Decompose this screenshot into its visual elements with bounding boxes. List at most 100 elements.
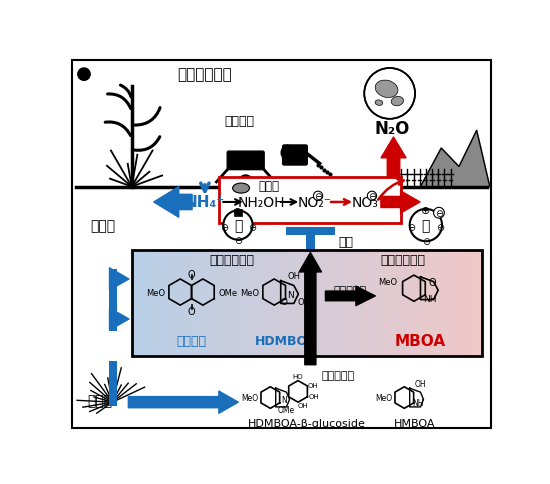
Bar — [254, 250, 256, 356]
Text: OMe: OMe — [218, 288, 238, 297]
Bar — [460, 250, 462, 356]
Bar — [174, 250, 175, 356]
Bar — [251, 250, 253, 356]
Bar — [213, 250, 216, 356]
Bar — [449, 250, 452, 356]
Bar — [458, 250, 459, 356]
Circle shape — [223, 211, 252, 240]
Bar — [262, 250, 265, 356]
Bar — [431, 250, 433, 356]
Bar — [442, 250, 444, 356]
Bar — [477, 250, 480, 356]
Bar — [238, 250, 240, 356]
Bar — [134, 250, 136, 356]
Bar — [136, 250, 139, 356]
Bar — [395, 250, 398, 356]
Text: OMe: OMe — [297, 297, 316, 306]
Ellipse shape — [375, 101, 383, 106]
Bar — [311, 250, 313, 356]
Bar — [109, 362, 117, 406]
Bar — [183, 250, 185, 356]
Bar — [172, 250, 173, 356]
Bar — [231, 250, 233, 356]
Bar — [452, 250, 454, 356]
Polygon shape — [224, 176, 267, 187]
Bar — [322, 250, 324, 356]
Bar — [383, 250, 385, 356]
Bar — [168, 250, 170, 356]
Bar — [290, 250, 293, 356]
Bar — [405, 250, 407, 356]
Bar — [194, 250, 196, 356]
Bar — [252, 250, 254, 356]
Bar — [394, 250, 397, 356]
Bar — [223, 250, 225, 356]
Bar — [373, 250, 376, 356]
Bar — [244, 250, 246, 356]
Bar — [169, 250, 171, 356]
Bar — [270, 250, 272, 356]
Bar — [237, 250, 239, 356]
Bar — [414, 250, 416, 356]
FancyArrowPatch shape — [109, 308, 129, 331]
Bar — [427, 250, 429, 356]
Bar — [164, 250, 166, 356]
Bar — [273, 250, 275, 356]
Bar — [200, 250, 201, 356]
Bar — [338, 250, 340, 356]
Bar — [356, 250, 358, 356]
Bar — [473, 250, 475, 356]
Bar — [410, 250, 411, 356]
Bar — [219, 250, 221, 356]
Bar — [330, 250, 332, 356]
Text: N: N — [287, 290, 294, 299]
Bar — [162, 250, 164, 356]
Bar — [256, 250, 257, 356]
Circle shape — [314, 192, 323, 201]
Bar — [141, 250, 143, 356]
Bar — [461, 250, 463, 356]
Bar — [156, 250, 158, 356]
Bar — [391, 250, 393, 356]
Text: HDMBOA-β-glucoside: HDMBOA-β-glucoside — [249, 418, 366, 428]
Text: ⊖: ⊖ — [435, 208, 443, 218]
Text: 疎水性分泌物: 疎水性分泌物 — [210, 254, 254, 267]
Text: ⊖: ⊖ — [437, 222, 444, 232]
Text: HO: HO — [293, 373, 304, 379]
Bar — [437, 250, 438, 356]
Bar — [182, 250, 184, 356]
Text: ⊖: ⊖ — [407, 222, 415, 232]
Bar — [308, 250, 310, 356]
Bar — [362, 250, 364, 356]
Bar — [392, 250, 394, 356]
Text: 窒素肥料: 窒素肥料 — [224, 115, 255, 128]
Bar — [132, 250, 134, 356]
Text: OH: OH — [287, 271, 300, 280]
Bar — [447, 250, 449, 356]
Bar — [465, 250, 466, 356]
Bar — [467, 250, 469, 356]
Text: MeO: MeO — [375, 393, 392, 402]
Bar — [197, 250, 199, 356]
Circle shape — [410, 210, 442, 242]
Bar — [144, 250, 145, 356]
Bar — [265, 250, 267, 356]
Bar — [239, 250, 241, 356]
Bar — [313, 250, 315, 356]
Bar — [466, 250, 467, 356]
Circle shape — [433, 208, 444, 219]
FancyBboxPatch shape — [219, 177, 402, 223]
Bar — [263, 250, 266, 356]
Bar — [365, 250, 367, 356]
FancyArrowPatch shape — [381, 192, 420, 213]
Bar — [328, 250, 330, 356]
Bar — [268, 250, 270, 356]
Bar — [218, 250, 220, 356]
Bar — [318, 250, 321, 356]
Bar — [304, 250, 305, 356]
Bar — [420, 250, 422, 356]
Bar — [402, 250, 404, 356]
Bar — [348, 250, 350, 356]
Text: NH: NH — [412, 399, 424, 408]
Bar — [480, 250, 482, 356]
